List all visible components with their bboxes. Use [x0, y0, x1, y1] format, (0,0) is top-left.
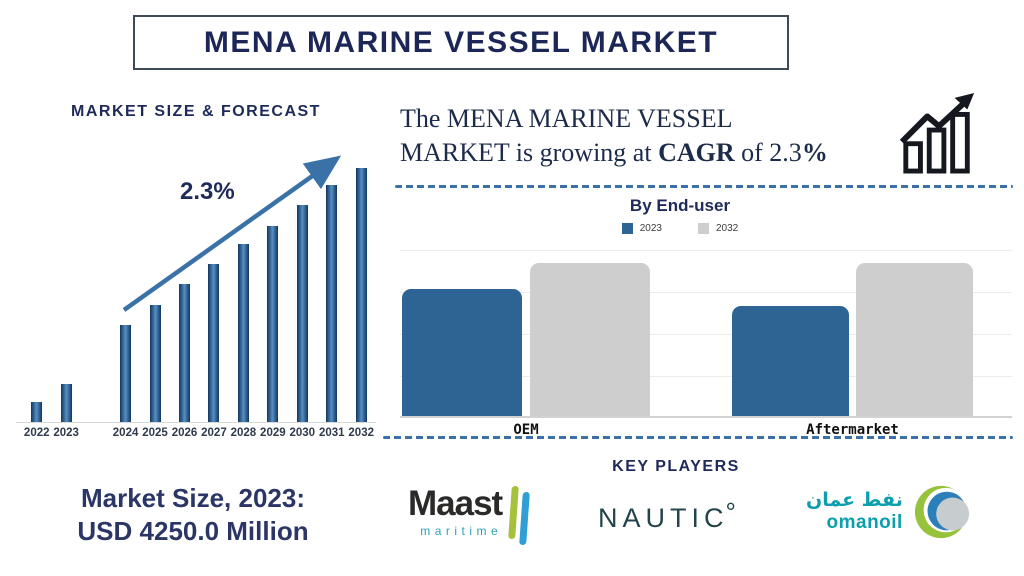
forecast-bar-2031	[326, 184, 338, 422]
forecast-year-label-2025: 2025	[142, 427, 168, 439]
forecast-bar-slot-2024: 2024	[111, 168, 140, 439]
headline-line1: The MENA MARINE VESSEL	[400, 104, 733, 133]
headline-line2: MARKET is growing at CAGR of 2.3%	[400, 138, 828, 168]
legend-label-2023: 2023	[639, 223, 662, 234]
omanoil-swoosh-icon	[914, 485, 969, 539]
forecast-bar-2027	[208, 263, 220, 422]
maast-tagline: maritime	[420, 524, 503, 538]
forecast-year-label-2026: 2026	[171, 427, 198, 439]
forecast-year-label-2022: 2022	[23, 427, 50, 439]
logo-omanoil: نفط عمان omanoil	[806, 483, 973, 541]
logo-nautic: NAUTIC°	[598, 497, 736, 534]
forecast-bar-2022	[31, 401, 43, 422]
omanoil-wordmark-block: نفط عمان omanoil	[806, 489, 903, 534]
omanoil-arabic-wordmark: نفط عمان	[806, 489, 903, 512]
bar-oem-2023	[402, 289, 523, 416]
forecast-year-label-2030: 2030	[289, 427, 316, 439]
cagr-headline: The MENA MARINE VESSEL MARKET is growing…	[400, 102, 900, 171]
end-user-group-aftermarket	[732, 250, 973, 416]
forecast-bar-slot-2025: 2025	[140, 168, 169, 439]
end-user-category-label-aftermarket: Aftermarket	[806, 422, 899, 438]
forecast-bar-2028	[237, 243, 249, 422]
page-title-box: MENA MARINE VESSEL MARKET	[133, 15, 789, 70]
market-size-line2: USD 4250.0 Million	[77, 516, 309, 547]
legend-item-2032: 2032	[698, 223, 738, 234]
end-user-bar-chart: OEM Aftermarket	[400, 250, 1012, 438]
logo-maast-maritime: Maast maritime	[408, 484, 531, 545]
end-user-legend: 2023 2032	[395, 223, 965, 234]
forecast-bar-slot-2030: 2030	[288, 168, 317, 439]
forecast-bar-chart: 2022 2023 2024 2025 2026 2027 2028 2029 2030 2031…	[16, 168, 376, 439]
omanoil-wordmark: omanoil	[826, 511, 903, 533]
forecast-year-label-2023: 2023	[53, 427, 79, 439]
legend-label-2032: 2032	[716, 223, 739, 234]
maast-wordmark: Maast	[408, 484, 503, 523]
growth-bars-arrow-icon	[899, 92, 975, 174]
market-size-callout: Market Size, 2023: USD 4250.0 Million	[8, 482, 378, 549]
bar-aftermarket-2023	[732, 306, 849, 416]
forecast-year-label-2028: 2028	[230, 427, 257, 439]
bar-oem-2032	[529, 263, 650, 416]
key-players-title: KEY PLAYERS	[612, 458, 740, 475]
forecast-bar-slot-2031: 2031	[317, 168, 346, 439]
forecast-bar-slot-2026: 2026	[170, 168, 199, 439]
forecast-bar-slot-2028: 2028	[229, 168, 258, 439]
forecast-bar-slot-2029: 2029	[258, 168, 287, 439]
forecast-bar-2024	[120, 325, 132, 422]
forecast-bar-2032	[355, 168, 367, 422]
market-size-line1: Market Size, 2023:	[80, 483, 305, 513]
cagr-annotation: 2.3%	[180, 178, 235, 205]
end-user-category-label-oem: OEM	[513, 422, 539, 438]
forecast-bar-2026	[178, 284, 190, 422]
end-user-group-oem	[402, 250, 650, 416]
forecast-bar-2030	[296, 205, 308, 422]
dashed-divider-top	[395, 185, 1013, 188]
maast-wordmark-block: Maast maritime	[408, 484, 503, 538]
forecast-bar-slot-2023: 2023	[51, 168, 80, 439]
forecast-year-label-2027: 2027	[201, 427, 227, 439]
nautic-wordmark: NAUTIC	[598, 503, 729, 533]
maast-bars-icon	[508, 486, 531, 545]
forecast-bar-slot-2027: 2027	[199, 168, 228, 439]
legend-swatch-2032	[698, 223, 709, 234]
forecast-bar-slot-2032: 2032	[346, 168, 375, 439]
bar-aftermarket-2032	[856, 263, 973, 416]
dashed-divider-bottom	[383, 436, 1013, 439]
forecast-axis-gap	[81, 421, 111, 422]
forecast-section-title: MARKET SIZE & FORECAST	[71, 103, 321, 120]
forecast-year-label-2029: 2029	[260, 427, 286, 439]
nautic-degree-icon: °	[725, 497, 736, 527]
page-title: MENA MARINE VESSEL MARKET	[203, 25, 719, 59]
forecast-bar-2025	[149, 304, 161, 422]
forecast-bar-2023	[60, 383, 72, 422]
forecast-year-label-2032: 2032	[348, 427, 374, 439]
forecast-bar-2029	[267, 225, 279, 422]
legend-swatch-2023	[621, 223, 633, 234]
forecast-year-label-2024: 2024	[112, 427, 139, 439]
end-user-chart-title: By End-user	[629, 196, 731, 215]
forecast-bar-slot-2022: 2022	[22, 168, 51, 439]
forecast-year-label-2031: 2031	[318, 427, 345, 439]
legend-item-2023: 2023	[621, 223, 662, 234]
